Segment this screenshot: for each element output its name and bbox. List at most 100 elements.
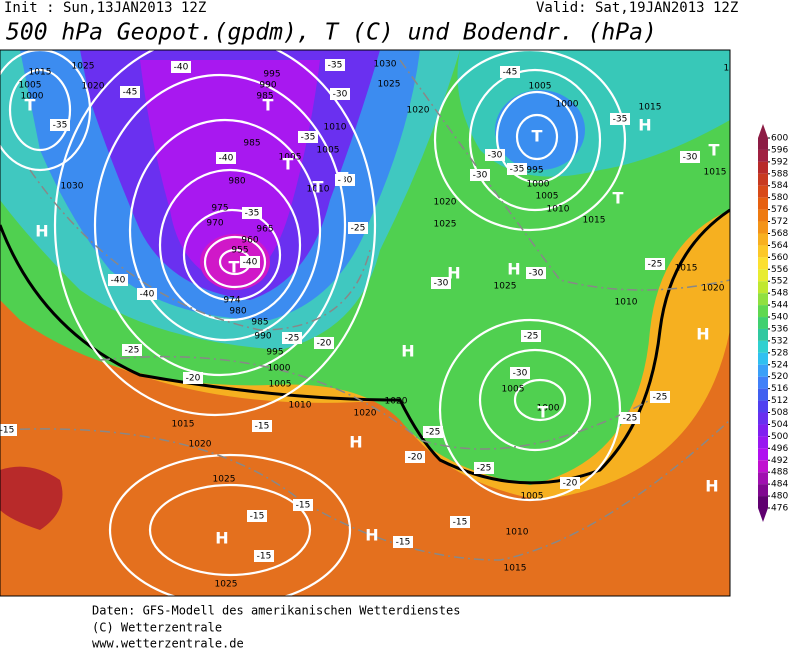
temperature-label: -25 <box>351 224 366 234</box>
colorbar-tick-label: 476 <box>771 504 788 514</box>
pressure-center: H <box>215 529 228 548</box>
temperature-label-box <box>122 344 142 356</box>
colorbar-tick-label: 540 <box>771 313 788 323</box>
temperature-label: -35 <box>301 133 316 143</box>
pressure-label: 985 <box>256 92 273 102</box>
colorbar-tick-label: 564 <box>771 241 788 251</box>
pressure-label: 1020 <box>385 397 408 407</box>
temperature-label: -20 <box>563 479 578 489</box>
colorbar-band <box>758 424 768 437</box>
temperature-label-box <box>620 412 640 424</box>
pressure-center: T <box>283 155 294 174</box>
temperature-label-box <box>510 367 530 379</box>
temperature-label-box <box>247 510 267 522</box>
pressure-center: T <box>229 258 240 277</box>
isobars <box>0 50 627 596</box>
pressure-center: T <box>313 178 324 197</box>
pressure-center: H <box>365 526 378 545</box>
pressure-label: 955 <box>231 246 248 256</box>
colorbar-tick-label: 480 <box>771 492 788 502</box>
temperature-label: -25 <box>285 334 300 344</box>
pressure-center: H <box>447 264 460 283</box>
temperature-label: -25 <box>477 464 492 474</box>
temperature-label-box <box>393 536 413 548</box>
pressure-label: 1005 <box>529 82 552 92</box>
temperature-label-box <box>560 477 580 489</box>
temperature-label: -15 <box>296 501 311 511</box>
temperature-label: -30 <box>683 153 698 163</box>
temperature-label-box <box>137 288 157 300</box>
pressure-label: 1000 <box>268 364 291 374</box>
temperature-label: -20 <box>186 374 201 384</box>
field <box>0 466 63 530</box>
pressure-label: 975 <box>211 204 228 214</box>
valid-time: Valid: Sat,19JAN2013 12Z <box>536 0 738 16</box>
temperature-label-box <box>183 372 203 384</box>
colorbar-band <box>758 257 768 270</box>
temperature-label: -30 <box>338 176 353 186</box>
pressure-center: H <box>696 325 709 344</box>
pressure-label: 1020 <box>189 440 212 450</box>
temperature-label-box <box>120 86 140 98</box>
contour-552 <box>0 208 730 485</box>
pressure-label: 990 <box>254 332 271 342</box>
pressure-label: 1000 <box>537 404 560 414</box>
colorbar-band <box>758 376 768 389</box>
pressure-label: 995 <box>263 70 280 80</box>
temperature-label: -25 <box>524 332 539 342</box>
temperature-label-box <box>325 59 345 71</box>
colorbar-tick-label: 556 <box>771 265 788 275</box>
pressure-center: T <box>538 403 549 422</box>
temperature-label-box <box>108 274 128 286</box>
temperature-label: -15 <box>257 552 272 562</box>
pressure-center: T <box>532 127 543 146</box>
temperature-label: -40 <box>174 63 189 73</box>
colorbar-band <box>758 472 768 485</box>
temperature-label: -40 <box>243 258 258 268</box>
colorbar-tick-label: 584 <box>771 181 788 191</box>
colorbar-band <box>758 269 768 282</box>
pressure-label: 1025 <box>434 220 457 230</box>
temperature-label: -25 <box>623 414 638 424</box>
pressure-label: 1000 <box>556 100 579 110</box>
temperature-label: -35 <box>613 115 628 125</box>
temperature-label: -35 <box>328 61 343 71</box>
isotherms <box>0 59 730 561</box>
pressure-label: 1010 <box>615 298 638 308</box>
colorbar-band <box>758 233 768 246</box>
colorbar-band <box>758 328 768 341</box>
temperature-label-box <box>50 119 70 131</box>
pressure-label: 995 <box>526 166 543 176</box>
pressure-label: 995 <box>266 348 283 358</box>
temperature-label: -15 <box>453 518 468 528</box>
temperature-label-box <box>526 267 546 279</box>
pressure-label: 1005 <box>279 153 302 163</box>
colorbar-tick-label: 596 <box>771 145 788 155</box>
pressure-center: T <box>613 189 624 208</box>
temperature-label: -45 <box>503 68 518 78</box>
temperature-label: -25 <box>426 428 441 438</box>
temperature-label: -35 <box>245 209 260 219</box>
temperature-label: -15 <box>250 512 265 522</box>
colorbar-tick-label: 484 <box>771 480 788 490</box>
pressure-label: 1005 <box>317 146 340 156</box>
pressure-label: 970 <box>206 219 223 229</box>
colorbar-tick-label: 512 <box>771 396 788 406</box>
pressure-label: 1020 <box>407 106 430 116</box>
temperature-label-box <box>507 163 527 175</box>
map-title: 500 hPa Geopot.(gpdm), T (C) und Bodendr… <box>6 20 657 46</box>
temperature-label-box <box>645 258 665 270</box>
temperature-label-box <box>216 152 236 164</box>
pressure-label: 1025 <box>378 80 401 90</box>
temperature-label-box <box>431 277 451 289</box>
colorbar-end <box>758 508 768 522</box>
pressure-label: 1025 <box>213 475 236 485</box>
pressure-label: 1010 <box>307 185 330 195</box>
temperature-label: -35 <box>510 165 525 175</box>
colorbar-tick-label: 532 <box>771 336 788 346</box>
temperature-label-box <box>293 499 313 511</box>
colorbar-band <box>758 460 768 473</box>
colorbar-band <box>758 245 768 258</box>
colorbar-tick-label: 528 <box>771 348 788 358</box>
pressure-label: 990 <box>259 81 276 91</box>
